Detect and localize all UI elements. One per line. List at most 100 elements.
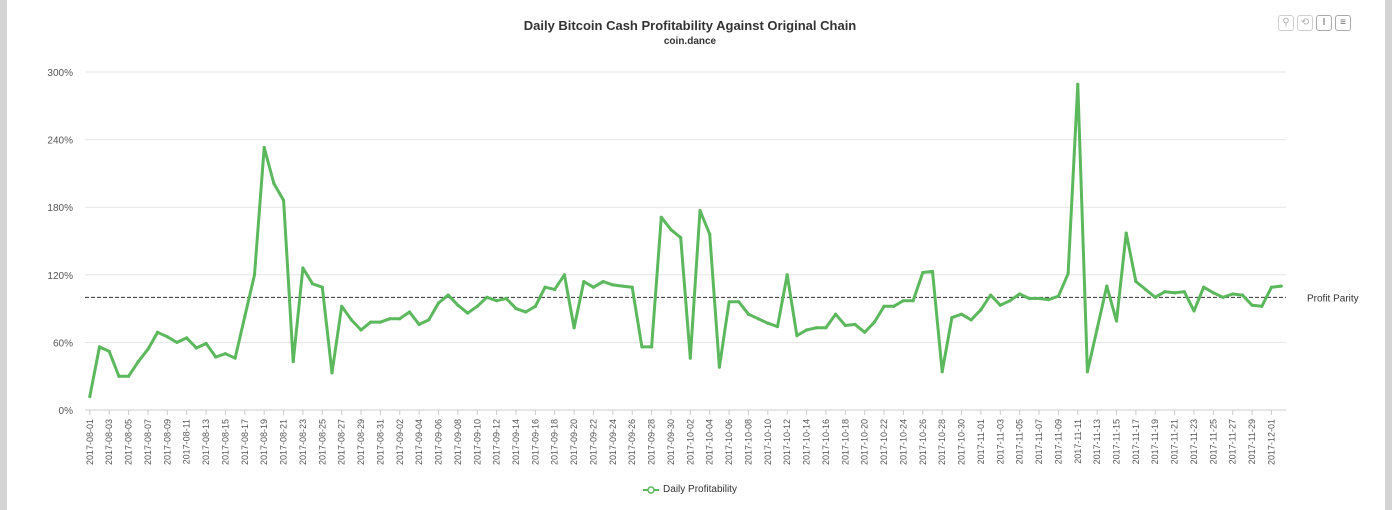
x-tick-label: 2017-09-30 [666,419,676,465]
chart-toolbar: ⚲ ⟲ Ⅰ ≡ [1278,15,1351,31]
data-point [378,320,383,324]
data-point [1163,290,1167,294]
data-point [436,301,441,305]
x-tick-label: 2017-10-28 [937,419,947,465]
data-point [824,326,828,330]
data-point [737,300,741,304]
line-chart: 0% 60% 120% 180% 240% 300% 2017-08-01 2017-08-0… [47,68,1359,465]
data-point [1260,304,1264,308]
data-point [1085,370,1090,374]
y-tick-label: 120% [47,271,73,282]
data-point [988,293,993,297]
data-point [591,285,596,289]
data-point [301,266,305,270]
data-point [1143,287,1148,292]
x-tick-label: 2017-10-02 [685,419,695,465]
x-tick-label: 2017-09-22 [588,419,598,465]
x-tick-label: 2017-08-09 [162,419,172,465]
x-tick-label: 2017-11-05 [1015,419,1025,464]
x-tick-label: 2017-09-18 [550,419,560,465]
data-point [1153,295,1157,299]
data-point [766,321,770,325]
data-point [514,307,518,311]
x-tick-label: 2017-08-11 [182,419,192,464]
data-point [1076,82,1080,86]
x-tick-label: 2017-08-01 [85,419,95,465]
x-tick-label: 2017-11-25 [1208,419,1218,464]
pan-icon[interactable]: Ⅰ [1316,15,1332,31]
data-point [126,374,131,378]
data-point [272,181,276,186]
y-tick-label: 240% [47,136,73,147]
legend[interactable]: Daily Profitability [7,484,1373,495]
data-point [398,317,402,321]
data-point [165,335,169,339]
data-point [688,356,692,360]
x-tick-label: 2017-09-02 [395,419,405,465]
reset-icon[interactable]: ⟲ [1297,15,1313,31]
data-point [1124,231,1128,235]
data-point [1250,303,1254,307]
data-point [156,330,160,334]
chart-title: Daily Bitcoin Cash Profitability Against… [523,18,857,33]
x-tick-label: 2017-10-04 [705,419,715,465]
x-tick-label: 2017-09-06 [434,419,444,465]
data-point [620,284,625,288]
data-point [940,370,944,374]
data-point [243,314,247,319]
x-tick-label: 2017-08-05 [124,419,134,465]
data-point [659,215,663,219]
x-tick-label: 2017-08-29 [356,419,366,465]
data-point [1105,284,1109,288]
data-point [562,273,567,277]
x-tick-label: 2017-11-27 [1228,419,1238,464]
x-tick-label: 2017-12-01 [1266,419,1276,465]
data-point [979,308,983,312]
data-point [1192,309,1196,313]
data-point [524,310,528,314]
x-tick-label: 2017-11-07 [1034,419,1044,464]
data-point [698,208,702,213]
data-point [533,304,537,308]
data-point [1240,293,1245,297]
legend-label: Daily Profitability [663,484,737,495]
data-point [921,270,925,275]
data-point [785,273,789,277]
x-tick-label: 2017-08-19 [259,419,269,465]
x-tick-label: 2017-08-03 [104,419,114,465]
data-point [136,359,140,364]
x-tick-label: 2017-11-13 [1092,419,1102,464]
data-point [843,323,847,328]
data-point [88,394,92,399]
data-point [892,304,896,308]
menu-icon[interactable]: ≡ [1335,15,1351,31]
x-tick-label: 2017-11-11 [1073,419,1083,464]
data-point [1066,272,1070,276]
data-point [863,330,867,334]
x-tick-label: 2017-09-10 [472,419,482,465]
zoom-icon[interactable]: ⚲ [1278,15,1294,31]
data-point [359,328,363,332]
data-point [504,296,508,301]
x-tick-label: 2017-09-04 [414,419,424,465]
profit-parity-label: Profit Parity [1307,293,1359,304]
x-tick-label: 2017-10-14 [802,419,812,465]
data-point [804,328,809,332]
x-tick-label: 2017-09-12 [492,419,502,465]
data-point [1221,295,1225,299]
x-tick-label: 2017-09-16 [530,419,540,465]
data-point [1114,319,1119,323]
x-tick-label: 2017-10-22 [879,419,889,465]
data-point [214,355,218,359]
data-point [1095,327,1099,331]
data-point [950,316,954,320]
y-tick-label: 180% [47,203,73,214]
data-point [417,322,421,326]
data-point [1211,291,1215,295]
x-tick-label: 2017-11-29 [1247,419,1257,464]
data-point [775,325,780,329]
data-point [117,374,121,378]
data-point [1173,291,1177,295]
x-tick-label: 2017-10-20 [860,419,870,465]
